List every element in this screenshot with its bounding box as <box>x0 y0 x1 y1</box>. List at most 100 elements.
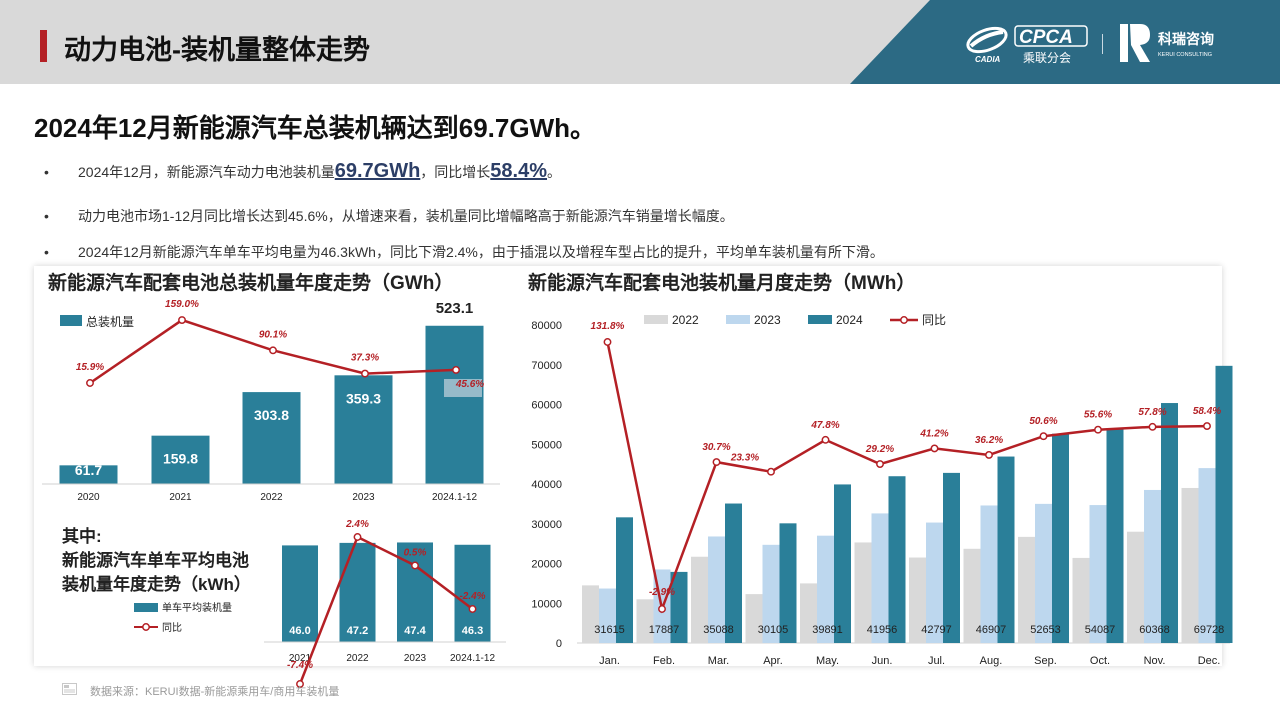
monthly-bar-2024 <box>888 476 906 643</box>
monthly-bar-2023 <box>1198 468 1216 643</box>
monthly-x-tick: Dec. <box>1198 655 1221 667</box>
bullet-1-value-pct: 58.4% <box>490 160 548 182</box>
data-source: 数据来源：KERUI数据-新能源乘用车/商用车装机量 <box>90 686 340 698</box>
monthly-bar-2022 <box>691 556 708 643</box>
monthly-bar-2023 <box>871 513 889 643</box>
bullet-2-text: 动力电池市场1-12月同比增长达到45.6%，从增速来看，装机量同比增幅略高于新… <box>78 208 734 224</box>
monthly-yoy-label: 58.4% <box>1193 406 1221 417</box>
monthly-x-tick: May. <box>816 655 839 667</box>
bullet-dot: • <box>44 244 49 260</box>
avg-value-label: 46.3 <box>462 625 483 637</box>
avg-yoy-label: -7.4% <box>287 660 313 671</box>
annual-x-tick: 2022 <box>260 492 283 503</box>
bullet-2: • 动力电池市场1-12月同比增长达到45.6%，从增速来看，装机量同比增幅略高于… <box>44 206 734 226</box>
cpca-logo: CADIA CPCA 乘联分会 <box>966 25 1088 65</box>
monthly-value-label: 60368 <box>1139 624 1170 636</box>
annual-value-label: 523.1 <box>436 300 474 317</box>
monthly-value-label: 46907 <box>976 624 1007 636</box>
avg-legend-line-marker <box>142 623 150 631</box>
annual-bar <box>242 392 301 484</box>
monthly-bar-2022 <box>1072 557 1090 643</box>
monthly-x-tick: Jul. <box>928 655 945 667</box>
kerui-en-text: KERUI CONSULTING <box>1158 52 1212 58</box>
monthly-y-tick: 10000 <box>531 598 562 610</box>
bullet-dot: • <box>44 164 49 180</box>
monthly-legend-label: 2023 <box>754 313 781 327</box>
monthly-y-tick: 80000 <box>531 320 562 332</box>
monthly-legend-label: 2022 <box>672 313 699 327</box>
monthly-legend-line-label: 同比 <box>922 313 946 327</box>
monthly-bar-2024 <box>725 503 742 643</box>
monthly-yoy-marker <box>1094 425 1102 434</box>
bullet-3-text: 2024年12月新能源汽车单车平均电量为46.3kWh，同比下滑2.4%，由于插… <box>78 244 884 260</box>
monthly-bar-2023 <box>762 544 780 643</box>
monthly-bar-2022 <box>636 599 654 643</box>
cpca-cn-text: 乘联分会 <box>1023 51 1071 65</box>
monthly-x-tick: Nov. <box>1144 655 1166 667</box>
avg-bar <box>454 544 491 642</box>
avg-x-tick: 2024.1-12 <box>450 653 495 664</box>
monthly-bar-2023 <box>1035 503 1052 643</box>
annual-yoy-marker <box>178 316 186 324</box>
monthly-yoy-label: 23.3% <box>730 453 759 464</box>
monthly-y-tick: 0 <box>556 638 562 650</box>
avg-yoy-marker <box>296 680 304 688</box>
avg-yoy-marker <box>353 533 362 541</box>
monthly-bar-2024 <box>1215 365 1233 643</box>
header-logo-area <box>850 0 1280 84</box>
bullet-1-value-gwh: 69.7GWh <box>334 160 421 182</box>
annual-yoy-marker <box>361 369 369 378</box>
annual-yoy-label: 90.1% <box>259 329 287 340</box>
annual-yoy-marker <box>452 365 460 374</box>
annual-bar <box>425 325 484 484</box>
annual-yoy-label: 45.6% <box>455 379 484 390</box>
monthly-bar-2023 <box>599 588 616 643</box>
monthly-y-tick: 60000 <box>531 400 562 412</box>
monthly-bar-2022 <box>582 585 599 643</box>
annual-yoy-marker <box>269 346 277 355</box>
monthly-yoy-label: 41.2% <box>919 428 948 439</box>
monthly-bar-2022 <box>909 557 926 643</box>
annual-x-tick: 2024.1-12 <box>432 492 477 503</box>
monthly-value-label: 35088 <box>703 624 734 636</box>
monthly-yoy-label: 131.8% <box>591 321 625 332</box>
monthly-chart-title: 新能源汽车配套电池装机量月度走势（MWh） <box>528 273 916 294</box>
monthly-value-label: 54087 <box>1085 624 1116 636</box>
annual-bar <box>334 375 393 484</box>
monthly-yoy-marker <box>712 458 721 467</box>
annual-yoy-label: 159.0% <box>165 299 199 310</box>
avg-yoy-marker <box>468 605 477 613</box>
monthly-bar-2022 <box>1181 487 1199 643</box>
monthly-yoy-marker <box>876 460 884 468</box>
monthly-yoy-line <box>606 341 1208 614</box>
monthly-bar-2024 <box>779 523 797 643</box>
annual-legend-label: 总装机量 <box>86 315 134 329</box>
monthly-y-tick: 70000 <box>531 360 562 372</box>
monthly-bar-2023 <box>926 522 943 643</box>
monthly-bar-2022 <box>1018 536 1035 643</box>
monthly-bar-2024 <box>834 484 851 643</box>
avg-legend-bar-label: 单车平均装机量 <box>162 601 232 614</box>
monthly-bar-2022 <box>745 594 763 643</box>
monthly-bar-2024 <box>1161 403 1178 643</box>
monthly-x-tick: Aug. <box>980 655 1003 667</box>
monthly-bar-2022 <box>854 542 872 643</box>
monthly-legend-swatch <box>808 315 832 324</box>
bullet-1-post: 。 <box>547 164 562 180</box>
avg-yoy-line <box>298 535 474 685</box>
monthly-bar-2024 <box>1106 428 1124 643</box>
avg-x-tick: 2023 <box>404 653 427 664</box>
annual-x-tick: 2020 <box>77 492 100 503</box>
monthly-bar-2022 <box>800 583 817 643</box>
annual-value-label: 159.8 <box>163 451 198 467</box>
monthly-yoy-label: 47.8% <box>810 420 839 431</box>
avg-yoy-label: -2.4% <box>459 591 485 602</box>
monthly-value-label: 17887 <box>649 624 680 636</box>
annual-yoy-label: 15.9% <box>76 362 104 373</box>
monthly-value-label: 41956 <box>867 624 898 636</box>
monthly-yoy-marker <box>1039 432 1048 441</box>
avg-legend-line-label: 同比 <box>162 622 182 634</box>
monthly-yoy-marker <box>1148 422 1157 431</box>
monthly-value-label: 39891 <box>812 624 843 636</box>
